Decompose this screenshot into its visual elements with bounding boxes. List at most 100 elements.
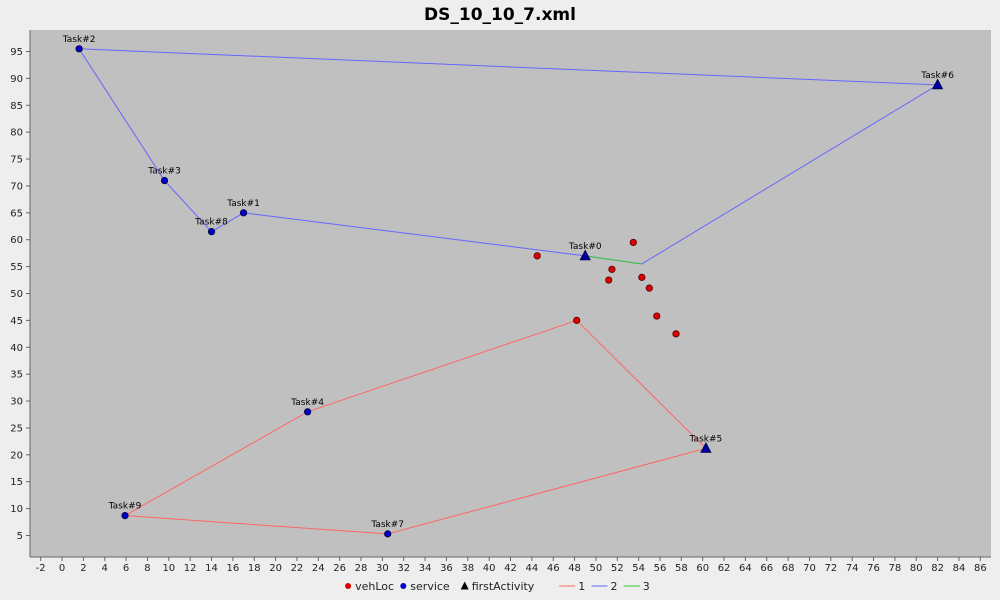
x-tick-label: 58 [675,563,688,574]
x-tick-label: 40 [483,563,496,574]
x-tick-label: 62 [718,563,731,574]
task-label: Task#6 [920,71,954,81]
y-tick-label: 40 [10,343,23,354]
legend-marker-firstActivity [460,581,469,590]
x-tick-label: 22 [291,563,304,574]
vehloc-point [573,316,581,324]
task-label: Task#8 [194,218,228,228]
x-tick-label: 72 [824,563,837,574]
x-tick-label: 42 [504,563,517,574]
legend-label-firstActivity: firstActivity [472,580,535,593]
x-tick-label: 24 [312,563,325,574]
x-tick-label: 80 [910,563,923,574]
legend-item-2: 2 [591,580,618,593]
x-tick-label: 32 [397,563,410,574]
y-tick-label: 50 [10,289,23,300]
y-tick-label: 15 [10,477,23,488]
service-point [239,209,248,217]
task-label: Task#9 [108,502,142,512]
x-tick-label: 30 [376,563,389,574]
x-tick-label: 76 [867,563,880,574]
legend-label-1: 1 [578,580,585,593]
legend-item-service: service [400,580,450,593]
legend-label-service: service [410,580,450,593]
task-label: Task#3 [147,167,181,177]
service-point [160,176,169,185]
legend: vehLoc service firstActivity 1 2 3 [345,580,650,593]
x-tick-label: 20 [269,563,282,574]
x-tick-label: 68 [782,563,795,574]
x-tick-label: 44 [525,563,538,574]
legend-item-3: 3 [623,580,650,593]
x-tick-label: 18 [248,563,261,574]
x-tick-label: 66 [760,563,773,574]
task-label: Task#4 [290,398,324,408]
x-tick-label: 64 [739,563,752,574]
x-tick-label: 74 [846,563,859,574]
x-tick-label: 10 [162,563,175,574]
x-tick-label: 70 [803,563,816,574]
task-label: Task#2 [62,35,96,45]
service-point [75,45,83,53]
legend-item-1: 1 [559,580,585,593]
vehloc-point [533,252,541,260]
x-tick-label: 8 [144,563,150,574]
x-tick-label: 2 [80,563,86,574]
routes-layer [78,48,940,535]
route-line-1 [123,319,707,535]
chart-title: DS_10_10_7.xml [424,5,576,25]
first-activity-marker [700,442,712,453]
y-tick-label: 35 [10,370,23,381]
x-tick-label: 14 [205,563,218,574]
y-tick-label: 45 [10,316,23,327]
y-tick-label: 70 [10,181,23,192]
task-label: Task#7 [370,520,404,530]
x-tick-label: 4 [102,563,108,574]
axes-layer: -2 0 2 4 6 8 10 12 14 16 18 20 22 24 26 28 30 32 34 36 38 40 4… [10,30,991,574]
x-tick-label: 56 [654,563,667,574]
legend-marker-service [400,583,407,589]
y-tick-label: 85 [10,101,23,112]
y-tick-label: 10 [10,504,23,515]
x-tick-label: 86 [974,563,987,574]
legend-marker-vehLoc [345,583,352,589]
tasks-layer: Task#0 Task#1 Task#2 Task#3 Task#4 Task#5 Task… [62,35,954,538]
x-tick-label: 84 [953,563,966,574]
x-tick-label: 6 [123,563,129,574]
task-label: Task#5 [689,434,723,444]
y-tick-label: 75 [10,155,23,166]
y-tick-label: 5 [17,531,23,542]
x-tick-label: 82 [931,563,944,574]
y-tick-label: 25 [10,423,23,434]
x-tick-label: -2 [36,563,46,574]
y-tick-label: 30 [10,397,23,408]
vehloc-layer [533,238,680,338]
y-tick-label: 20 [10,450,23,461]
vehloc-point [672,330,680,338]
vehloc-point [638,273,646,281]
x-tick-label: 0 [59,563,65,574]
legend-label-2: 2 [611,580,618,593]
x-tick-label: 52 [611,563,624,574]
x-tick-label: 16 [227,563,240,574]
legend-item-vehLoc: vehLoc [345,580,394,593]
x-tick-label: 36 [440,563,453,574]
first-activity-marker [931,78,944,90]
x-tick-label: 38 [461,563,474,574]
service-point [304,408,312,416]
x-tick-label: 78 [889,563,902,574]
service-point [121,511,129,520]
vehloc-point [653,312,661,320]
x-tick-label: 48 [568,563,581,574]
vehloc-point [605,276,613,284]
y-tick-label: 60 [10,235,23,246]
legend-label-3: 3 [643,580,650,593]
legend-label-vehLoc: vehLoc [355,580,394,593]
x-tick-label: 60 [696,563,709,574]
legend-item-firstActivity: firstActivity [460,580,535,593]
x-tick-label: 12 [184,563,197,574]
y-tick-label: 65 [10,208,23,219]
route-line-3 [585,255,642,265]
